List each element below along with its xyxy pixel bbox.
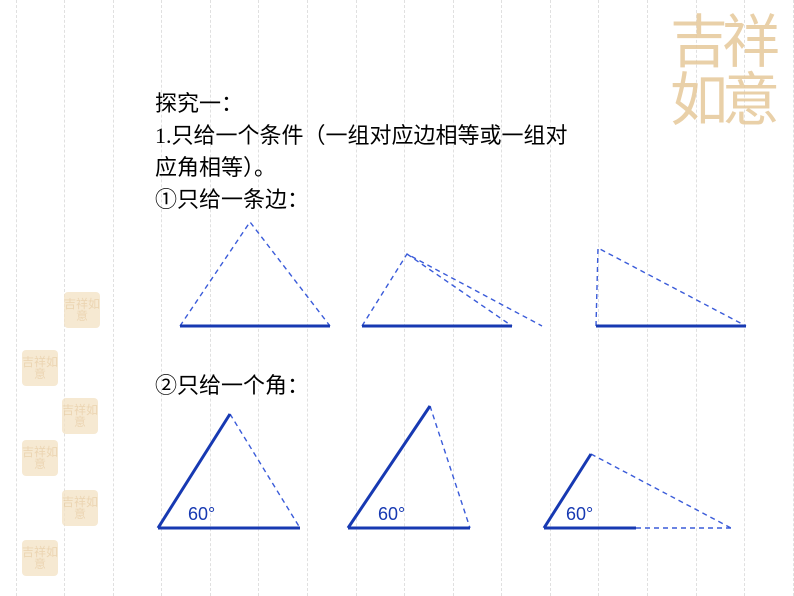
seal-small: 吉祥如意 (22, 540, 58, 576)
triangle-diagram (150, 408, 320, 533)
seal-small: 吉祥如意 (64, 292, 100, 328)
triangle-diagram (352, 248, 547, 330)
seal-small: 吉祥如意 (62, 490, 98, 526)
line1: 1.只给一个条件（一组对应边相等或一组对 (155, 120, 568, 152)
sub1: ①只给一条边： (155, 184, 568, 216)
seal-small: 吉祥如意 (22, 440, 58, 476)
content-block-2: ②只给一个角： (155, 370, 309, 402)
sub2: ②只给一个角： (155, 370, 309, 402)
triangle-diagram (340, 400, 510, 534)
angle-label: 60° (566, 504, 593, 525)
seal-large-text: 吉祥如意 (670, 10, 774, 133)
angle-label: 60° (188, 504, 215, 525)
seal-large: 吉祥如意 (662, 14, 782, 130)
angle-label: 60° (378, 504, 405, 525)
line2: 应角相等）。 (155, 152, 568, 184)
content-block: 探究一： 1.只给一个条件（一组对应边相等或一组对 应角相等）。 ①只给一条边： (155, 88, 568, 216)
title: 探究一： (155, 88, 568, 120)
seal-small: 吉祥如意 (22, 350, 58, 386)
seal-small: 吉祥如意 (62, 398, 98, 434)
triangle-diagram (556, 242, 751, 330)
triangle-diagram (170, 216, 340, 331)
